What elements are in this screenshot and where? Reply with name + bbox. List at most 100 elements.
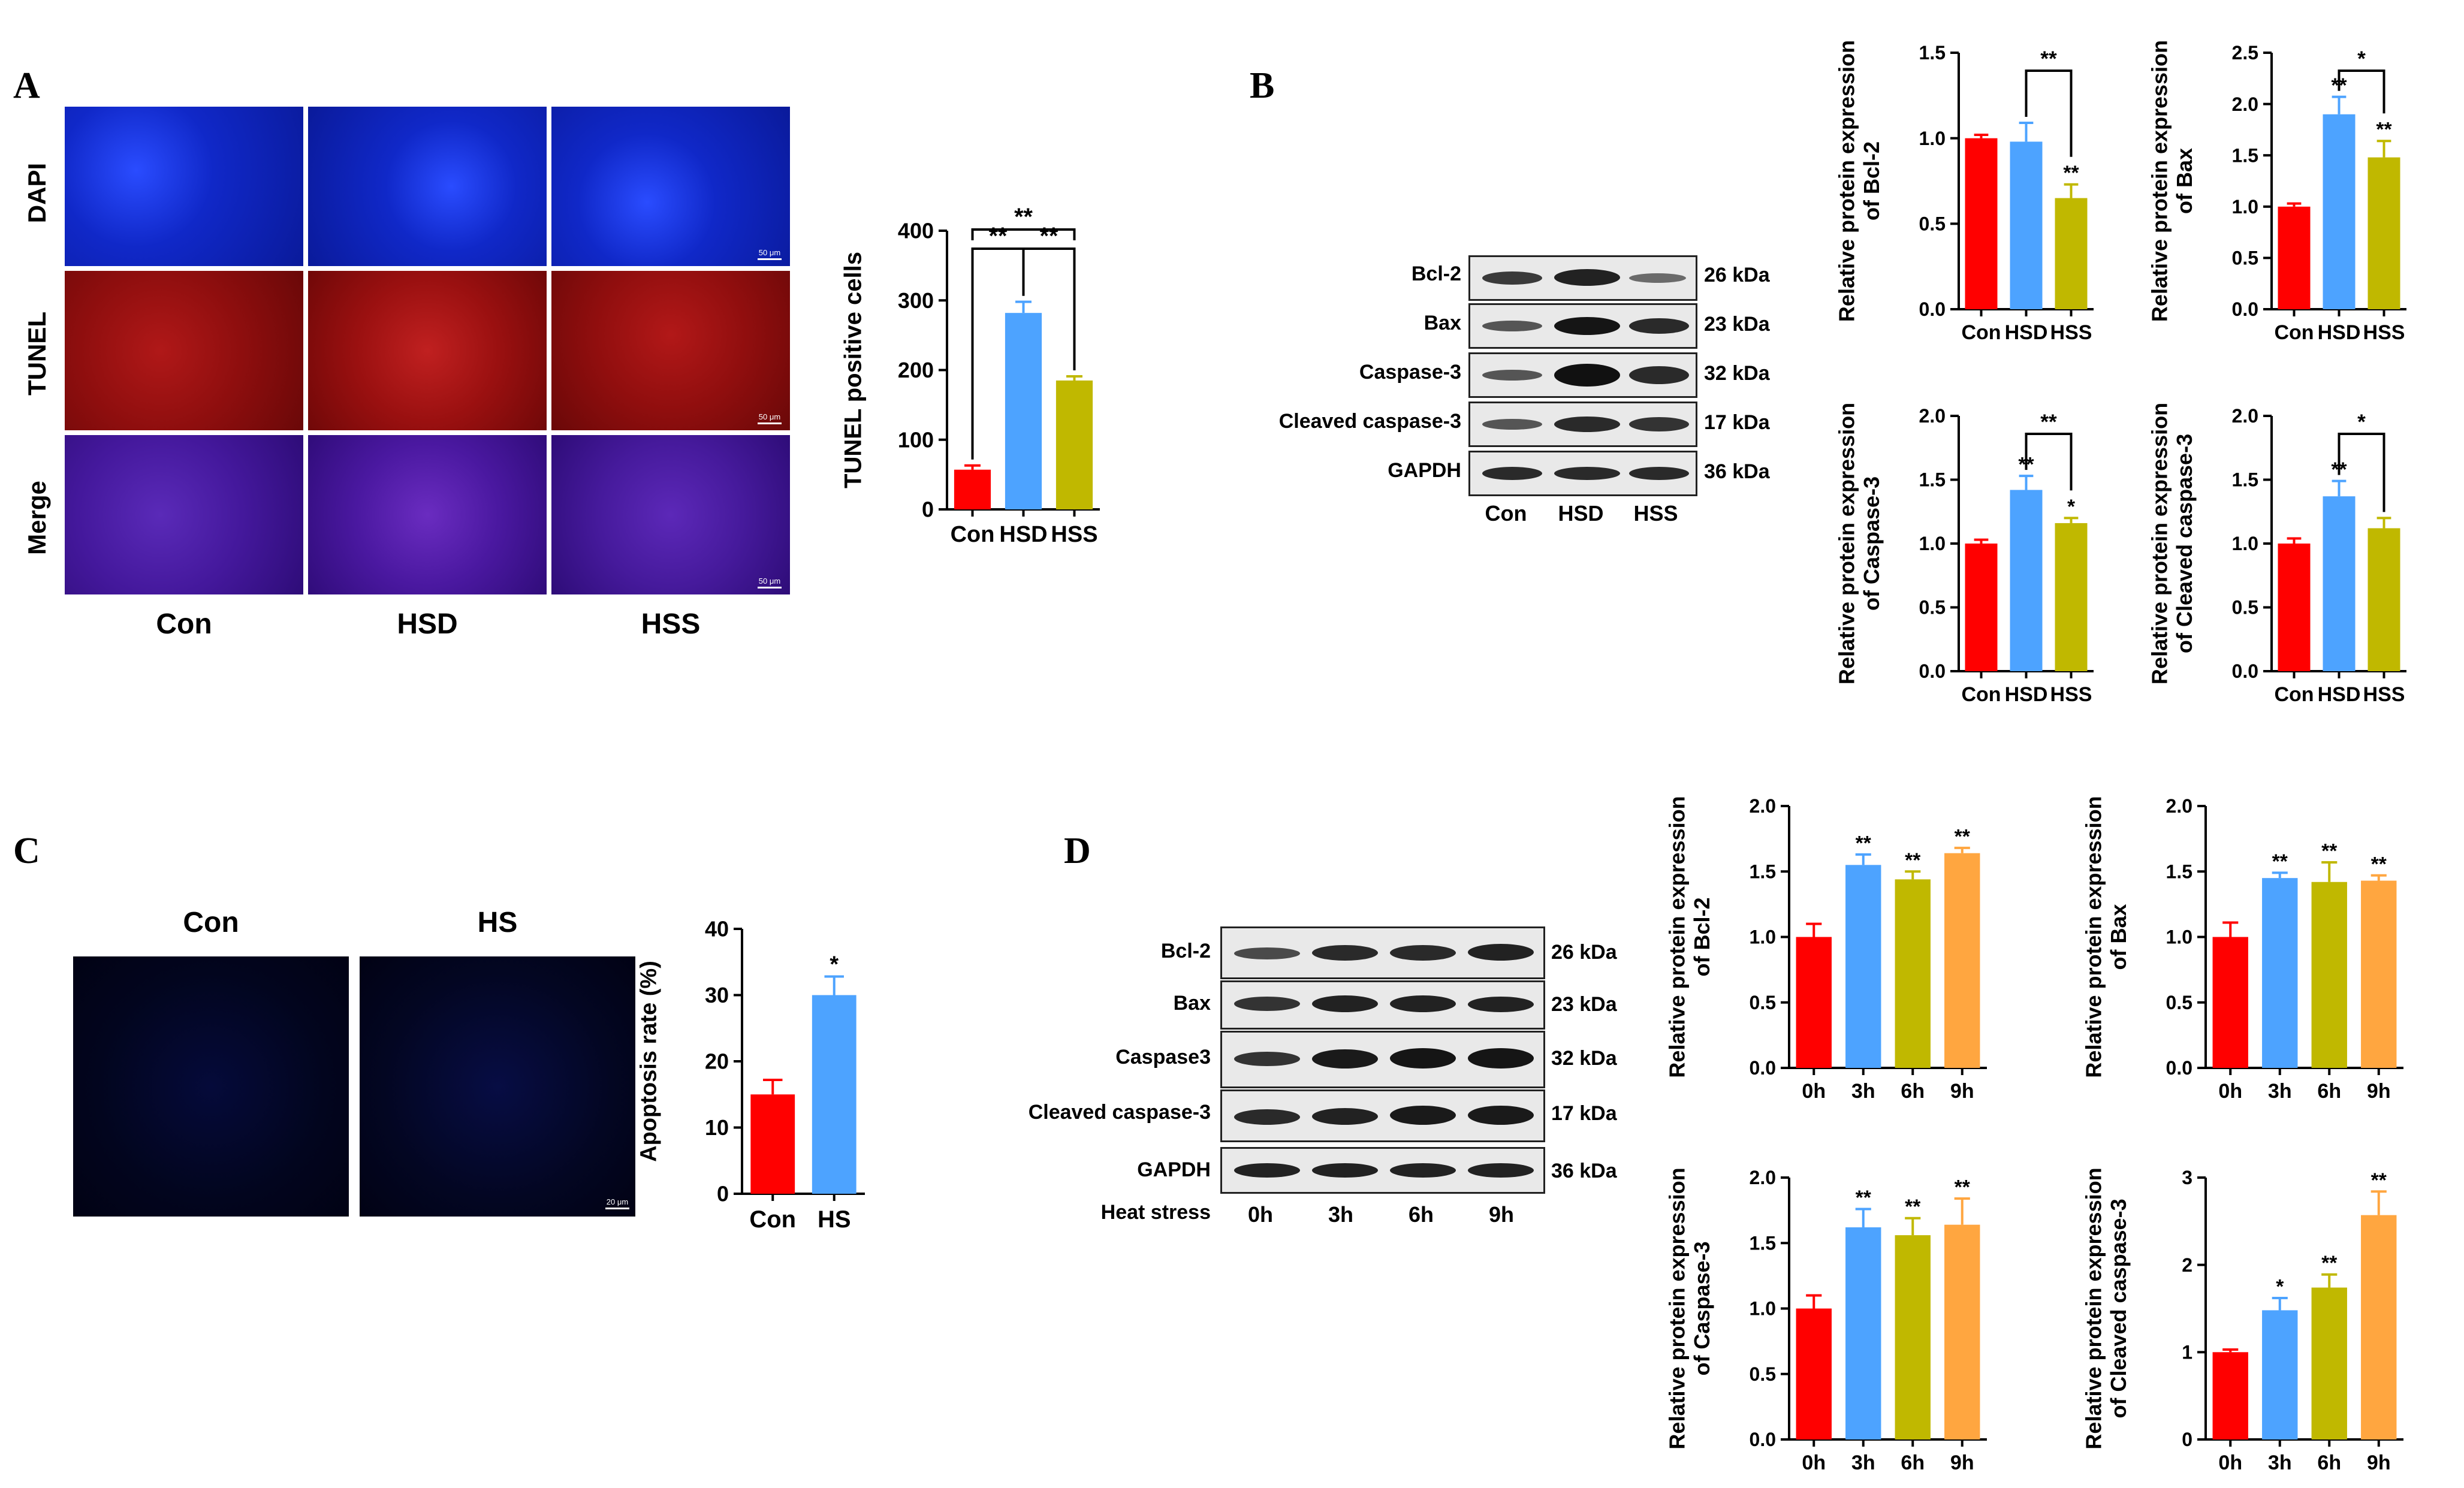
bar-0h [1796,1308,1832,1439]
blot-d-band-row-4 [1220,1147,1545,1194]
y-tick-label: 1.0 [2232,533,2258,554]
x-tick-label: Con [2274,321,2314,344]
bracket-label: ** [1014,204,1033,230]
x-tick-label: 3h [1851,1080,1875,1103]
y-axis-label: of Bax [2106,904,2131,970]
significance-star: * [2067,496,2076,518]
bar-HSS [1055,380,1093,509]
micrograph-tunel-hss: 50 μm [551,271,790,430]
significance-star: ** [2376,119,2392,141]
y-axis-label: Relative protein expression [2081,796,2106,1077]
y-axis-label: Relative protein expression [2081,1167,2106,1449]
y-tick-label: 0.5 [1750,1363,1776,1385]
significance-star: ** [1856,832,1872,855]
bar-3h [1845,1227,1881,1439]
y-tick-label: 1.5 [2232,144,2258,166]
y-tick-label: 0.5 [1750,992,1776,1013]
panel-letter-b: B [1250,65,1275,106]
blot-d-protein-3: Cleaved caspase-3 [1028,1101,1211,1124]
bar-Con [2278,206,2311,309]
y-tick-label: 20 [705,1049,729,1074]
blot-d-lane-0: 0h [1247,1202,1273,1227]
blot-b-kda-0: 26 kDa [1704,264,1770,286]
chart-B_bcl2: 0.0 0.5 1.0 1.5 Con HSD ** HSS ** Relative protei… [1834,40,2094,344]
bar-HSD [2323,496,2356,671]
panel-letter-a: A [13,65,40,106]
micrograph-merge-hsd [308,435,547,594]
y-axis-label: TUNEL positive cells [840,252,866,488]
bar-3h [1845,865,1881,1068]
x-tick-label: 6h [1901,1080,1925,1103]
bar-HSD [2010,490,2043,671]
y-tick-label: 30 [705,983,729,1007]
significance-bracket [2025,433,2073,491]
significance-bracket [971,228,1076,240]
bar-6h [2311,882,2347,1068]
y-tick-label: 0.0 [1750,1429,1776,1450]
y-tick-label: 1.0 [1919,533,1946,554]
micrograph-dapi-hss: 50 μm [551,107,790,266]
blot-d-protein-4: GAPDH [1137,1158,1211,1181]
y-tick-label: 2 [2182,1254,2192,1276]
y-tick-label: 1.0 [2166,926,2192,948]
blot-b-band-row-3 [1468,402,1697,447]
y-tick-label: 2.0 [1750,795,1776,817]
significance-star: ** [2272,850,2288,873]
x-tick-label: 6h [2317,1080,2341,1103]
y-tick-label: 1.5 [1919,469,1946,491]
bar-Con [1965,544,1998,671]
significance-star: ** [2371,853,2387,876]
y-tick-label: 0 [922,497,934,522]
significance-bracket [2025,70,2073,157]
y-tick-label: 400 [898,219,934,243]
significance-star: ** [1905,849,1921,871]
micrograph-tunel-hsd [308,271,547,430]
x-tick-label: HSS [2050,683,2092,706]
significance-star: ** [2371,1169,2387,1191]
y-tick-label: 0.5 [2232,597,2258,618]
blot-b-lane-1: HSD [1558,501,1604,526]
bar-6h [1895,1235,1931,1439]
significance-star: * [2276,1276,2284,1298]
y-axis-label: of Cleaved caspase-3 [2172,434,2197,653]
significance-bracket [1022,248,1076,370]
y-tick-label: 0 [2182,1429,2192,1450]
blot-b-lane-2: HSS [1633,501,1678,526]
scale-bar-label: 50 μm [758,412,781,421]
y-axis-label: Relative protein expression [2147,40,2172,322]
significance-star: ** [1905,1196,1921,1218]
scale-bar-label: 50 μm [758,248,781,257]
blot-b-protein-0: Bcl-2 [1411,262,1461,285]
y-tick-label: 3 [2182,1167,2192,1188]
bar-6h [2311,1287,2347,1439]
y-tick-label: 1.5 [1750,1232,1776,1254]
bar-6h [1895,879,1931,1068]
y-tick-label: 0.0 [1919,660,1946,682]
y-tick-label: 0.0 [2232,660,2258,682]
scale-bar-label: 50 μm [758,577,781,585]
x-tick-label: 9h [2367,1080,2391,1103]
chart-D_bax: 0.0 0.5 1.0 1.5 2.0 0h ** 3h ** 6h ** 9h Relative pr… [2081,795,2403,1103]
x-tick-label: HSS [2363,321,2405,344]
y-tick-label: 2.0 [2166,795,2192,817]
blot-d-kda-0: 26 kDa [1551,941,1617,964]
blot-b-kda-3: 17 kDa [1704,411,1770,434]
x-tick-label: 6h [2317,1451,2341,1474]
significance-star: ** [2321,1252,2338,1275]
c-col-label-con: Con [183,907,239,938]
y-tick-label: 0.5 [2232,248,2258,269]
y-axis-label: Relative protein expression [1664,796,1689,1077]
x-tick-label: 3h [2268,1080,2292,1103]
scale-bar-label: 20 μm [606,1197,629,1206]
y-tick-label: 100 [898,427,934,452]
micrograph-merge-con [65,435,303,594]
scale-bar: 50 μm [758,412,782,424]
blot-d-lane-1: 3h [1328,1202,1353,1227]
y-tick-label: 2.0 [1919,405,1946,427]
blot-b-band-row-1 [1468,303,1697,349]
blot-b-band-row-2 [1468,352,1697,398]
blot-b-protein-3: Cleaved caspase-3 [1278,410,1461,433]
